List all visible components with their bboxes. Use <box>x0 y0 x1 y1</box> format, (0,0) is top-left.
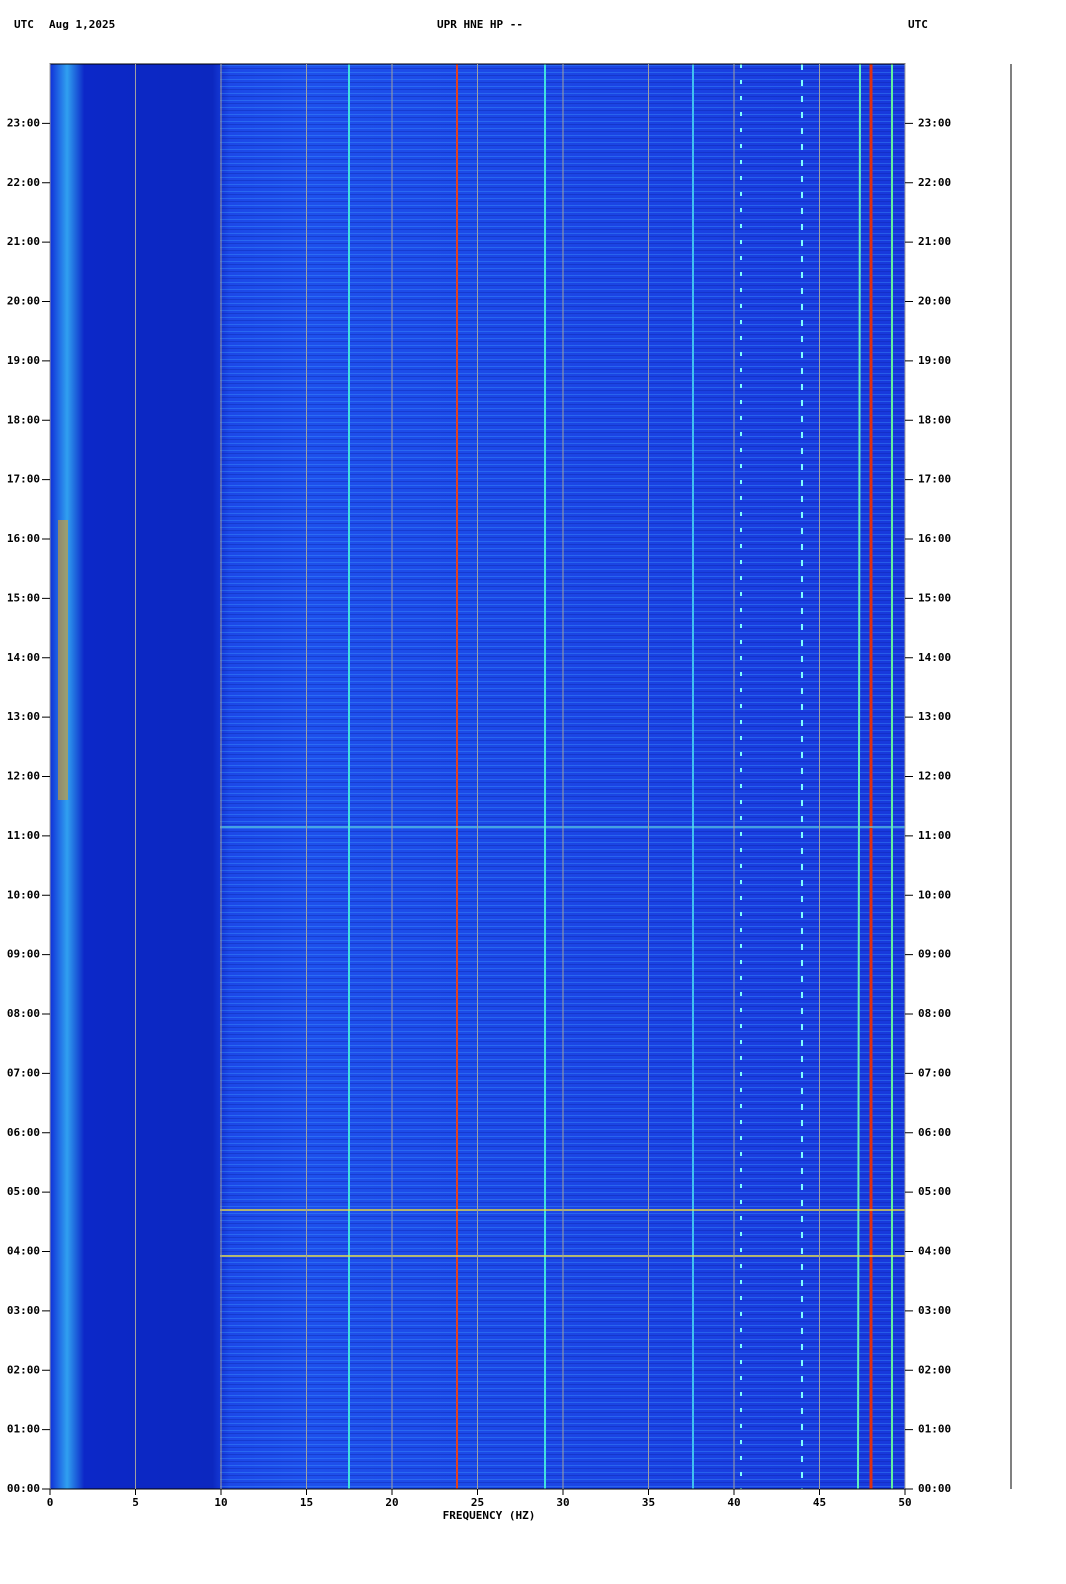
y-tick-label: 05:00 <box>918 1185 951 1198</box>
y-tick-label: 06:00 <box>918 1126 951 1139</box>
y-tick-label: 10:00 <box>7 888 40 901</box>
x-axis-label: FREQUENCY (HZ) <box>443 1509 536 1522</box>
y-tick-label: 06:00 <box>7 1126 40 1139</box>
y-tick-label: 21:00 <box>7 235 40 248</box>
x-tick-label: 10 <box>214 1496 227 1509</box>
y-tick-label: 09:00 <box>7 948 40 961</box>
x-tick-label: 20 <box>385 1496 398 1509</box>
y-tick-label: 07:00 <box>7 1066 40 1079</box>
x-tick-label: 25 <box>471 1496 484 1509</box>
y-tick-label: 00:00 <box>7 1482 40 1495</box>
date: Aug 1,2025 <box>49 18 115 31</box>
x-tick-label: 0 <box>47 1496 54 1509</box>
y-tick-label: 03:00 <box>918 1304 951 1317</box>
y-tick-label: 03:00 <box>7 1304 40 1317</box>
x-tick-label: 5 <box>132 1496 139 1509</box>
x-tick-label: 30 <box>556 1496 569 1509</box>
y-tick-label: 15:00 <box>7 591 40 604</box>
timezone-right: UTC <box>908 18 928 31</box>
y-tick-label: 23:00 <box>7 116 40 129</box>
y-tick-label: 16:00 <box>7 532 40 545</box>
y-tick-label: 19:00 <box>7 354 40 367</box>
y-tick-label: 17:00 <box>918 473 951 486</box>
y-tick-label: 07:00 <box>918 1066 951 1079</box>
x-tick-label: 50 <box>898 1496 911 1509</box>
y-tick-label: 17:00 <box>7 473 40 486</box>
y-tick-label: 01:00 <box>7 1423 40 1436</box>
y-tick-label: 12:00 <box>7 770 40 783</box>
y-tick-label: 22:00 <box>7 176 40 189</box>
chart-title: UPR HNE HP -- <box>437 18 523 31</box>
y-tick-label: 20:00 <box>7 295 40 308</box>
y-tick-label: 12:00 <box>918 770 951 783</box>
y-tick-label: 11:00 <box>918 829 951 842</box>
timezone-left: UTC <box>14 18 34 31</box>
y-tick-label: 01:00 <box>918 1423 951 1436</box>
y-tick-label: 00:00 <box>918 1482 951 1495</box>
y-tick-label: 04:00 <box>7 1245 40 1258</box>
y-tick-label: 02:00 <box>7 1363 40 1376</box>
y-tick-label: 14:00 <box>7 651 40 664</box>
x-tick-label: 45 <box>813 1496 826 1509</box>
y-tick-label: 19:00 <box>918 354 951 367</box>
y-tick-label: 10:00 <box>918 888 951 901</box>
y-tick-label: 23:00 <box>918 116 951 129</box>
y-tick-label: 18:00 <box>918 413 951 426</box>
y-tick-label: 08:00 <box>7 1007 40 1020</box>
y-tick-label: 02:00 <box>918 1363 951 1376</box>
y-tick-label: 05:00 <box>7 1185 40 1198</box>
y-tick-label: 18:00 <box>7 413 40 426</box>
x-tick-label: 40 <box>727 1496 740 1509</box>
y-tick-label: 13:00 <box>7 710 40 723</box>
y-tick-label: 11:00 <box>7 829 40 842</box>
y-tick-label: 20:00 <box>918 295 951 308</box>
y-tick-label: 21:00 <box>918 235 951 248</box>
y-tick-label: 09:00 <box>918 948 951 961</box>
y-tick-label: 16:00 <box>918 532 951 545</box>
y-tick-label: 08:00 <box>918 1007 951 1020</box>
y-tick-label: 13:00 <box>918 710 951 723</box>
y-tick-label: 22:00 <box>918 176 951 189</box>
y-tick-label: 04:00 <box>918 1245 951 1258</box>
x-tick-label: 35 <box>642 1496 655 1509</box>
x-tick-label: 15 <box>300 1496 313 1509</box>
y-tick-label: 15:00 <box>918 591 951 604</box>
y-tick-label: 14:00 <box>918 651 951 664</box>
